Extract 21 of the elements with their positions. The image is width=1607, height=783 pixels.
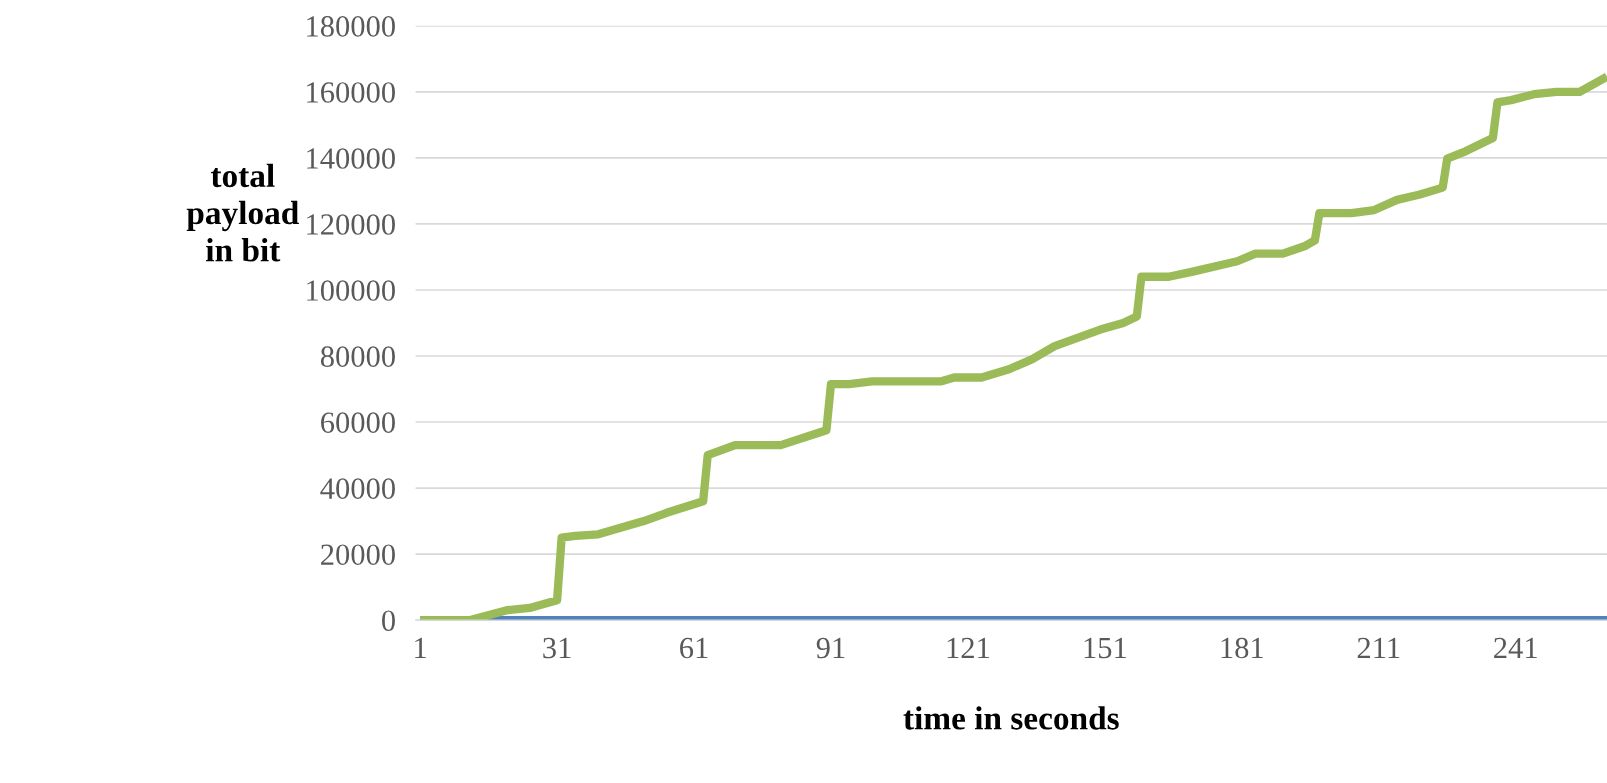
y-tick-label: 180000 (307, 16, 395, 37)
y-tick-label: 140000 (307, 148, 395, 169)
x-axis-title: time in seconds (903, 706, 1119, 730)
x-tick-label: 61 (680, 637, 708, 659)
y-tick-label: 60000 (321, 412, 395, 433)
x-tick-label: 91 (816, 637, 845, 659)
x-tick-label: 151 (1084, 637, 1126, 659)
x-tick-label: 241 (1494, 637, 1537, 659)
y-tick-label: 0 (382, 610, 395, 632)
y-tick-label: 80000 (320, 346, 395, 367)
x-tick-label: 181 (1221, 637, 1263, 659)
x-tick-label: 1 (415, 637, 426, 659)
x-tick-label: 121 (947, 637, 989, 659)
y-tick-label: 160000 (307, 82, 395, 103)
x-tick-label: 211 (1357, 637, 1400, 659)
x-tick-label: 31 (543, 637, 571, 659)
y-tick-label: 40000 (320, 478, 395, 499)
y-tick-label: 100000 (307, 280, 395, 301)
y-axis-title: total payload in bit (186, 163, 299, 262)
y-tick-label: 20000 (321, 544, 395, 566)
y-tick-label: 120000 (307, 214, 395, 235)
